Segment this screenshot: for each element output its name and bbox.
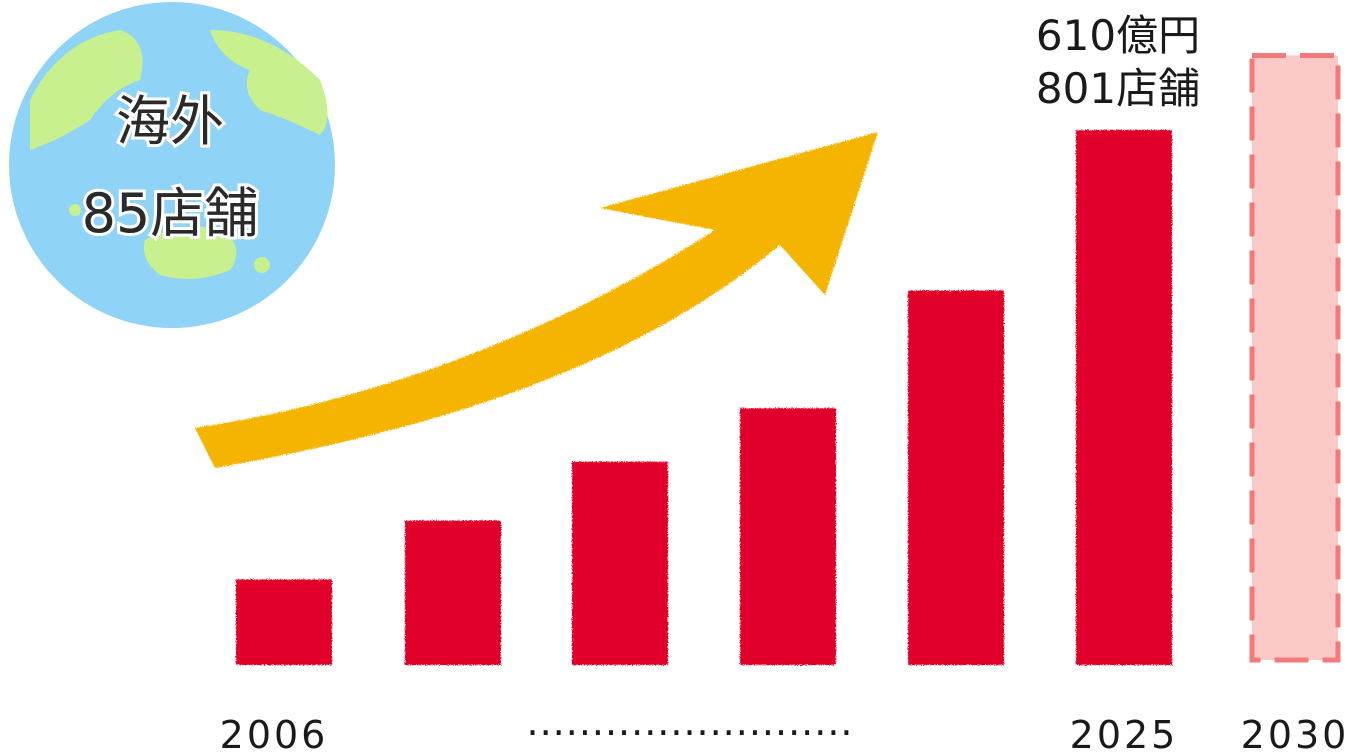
x-axis-labels: 2006 2025 2030 (220, 713, 1350, 753)
x-tick-label-2006: 2006 (220, 713, 329, 753)
timeline-ellipsis: ························· (527, 711, 854, 753)
bar-index-2 (572, 461, 668, 665)
bar-index-4 (908, 290, 1004, 665)
globe-label-line2: 85店舗 (82, 182, 259, 245)
bar-index-1 (405, 520, 501, 665)
x-tick-label-2030: 2030 (1241, 713, 1350, 753)
callout-stores: 801店舗 (1036, 64, 1200, 113)
bar-index-3 (740, 408, 836, 665)
bar-2025 (1076, 130, 1172, 665)
callout-revenue: 610億円 (1036, 11, 1200, 60)
globe-ocean (9, 2, 335, 328)
globe-illustration: 海外 85店舗 (9, 2, 335, 328)
globe-label-line1: 海外 (116, 90, 224, 153)
bar-2006 (236, 579, 332, 665)
globe-land (30, 30, 328, 279)
bar-series (236, 52, 1341, 665)
bar-2030 (1249, 52, 1341, 663)
x-tick-label-2025: 2025 (1070, 713, 1179, 753)
trend-arrow (195, 132, 878, 468)
